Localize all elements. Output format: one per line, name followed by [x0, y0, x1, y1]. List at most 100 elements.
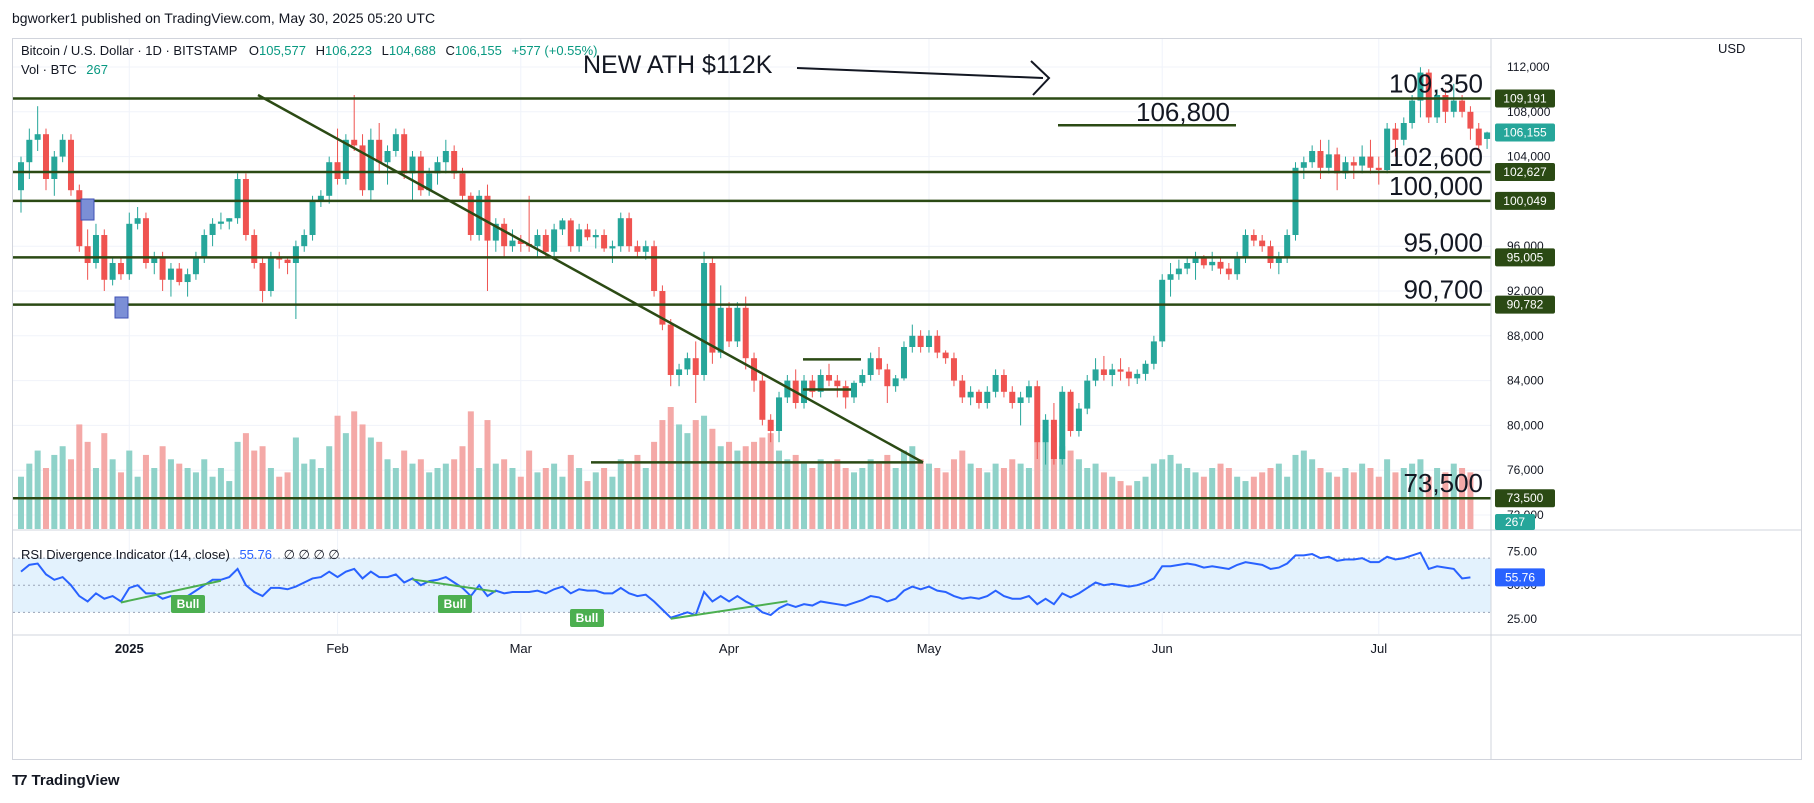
volume-bar — [884, 454, 891, 529]
candle-body — [1092, 369, 1099, 381]
candle-body — [1350, 162, 1357, 166]
candle-body — [609, 246, 616, 249]
rsi-legend-label: RSI Divergence Indicator (14, close) — [21, 547, 230, 562]
volume-bar — [284, 472, 291, 529]
candle-body — [1425, 72, 1432, 118]
candle-body — [826, 375, 833, 381]
vol-label: Vol · BTC — [21, 62, 77, 77]
volume-bar — [1150, 463, 1157, 529]
volume-bar — [1125, 485, 1132, 529]
volume-bar — [451, 459, 458, 529]
candle-body — [1142, 363, 1149, 374]
chart-frame: 109,350 102,600 100,000 95,000 90,700 73,500 1… — [12, 38, 1802, 760]
legend-open: 105,577 — [259, 43, 306, 58]
rsi-legend-value: 55.76 — [239, 547, 272, 562]
volume-bar — [1050, 437, 1057, 529]
candle-body — [484, 195, 491, 241]
volume-bar — [1275, 463, 1282, 529]
candle-body — [742, 307, 749, 359]
candle-body — [617, 218, 624, 247]
volume-bar — [251, 450, 258, 529]
price-tag — [1495, 89, 1555, 108]
volume-bar — [651, 441, 658, 529]
rsi-band — [13, 557, 1491, 613]
candle-body — [1309, 151, 1316, 163]
volume-bar — [326, 446, 333, 529]
volume-bar — [617, 459, 624, 529]
candle-body — [1134, 373, 1141, 379]
volume-bar — [376, 441, 383, 529]
volume-bar — [742, 446, 749, 529]
candle-body — [1434, 95, 1441, 118]
volume-bar — [534, 472, 541, 529]
candle-body — [18, 162, 24, 191]
ath-annotation: NEW ATH $112K — [583, 51, 773, 79]
candle-body — [176, 268, 183, 283]
candle-body — [925, 335, 932, 347]
volume-bar — [459, 446, 466, 529]
candle-body — [817, 375, 824, 392]
candle-body — [92, 235, 99, 263]
level-label: 100,000 — [1389, 171, 1483, 201]
volume-bar — [401, 450, 408, 529]
candle-body — [692, 358, 699, 375]
volume-bar — [559, 476, 566, 529]
volume-bar — [667, 407, 674, 529]
volume-bar — [709, 428, 716, 529]
currency-label[interactable]: USD — [1718, 41, 1745, 56]
volume-bar — [1284, 476, 1291, 529]
candle-body — [234, 179, 241, 219]
candle-body — [1175, 268, 1182, 275]
descending-trendline — [257, 93, 924, 464]
candle-body — [301, 235, 308, 247]
rsi-tag — [1495, 568, 1545, 587]
candle-body — [851, 382, 857, 398]
volume-bar — [551, 463, 558, 529]
candle-body — [1084, 380, 1091, 409]
price-tag — [1495, 191, 1555, 210]
candle-body — [1359, 156, 1366, 166]
candle-body — [776, 397, 783, 431]
bull-tag — [438, 595, 472, 613]
legend-low: 104,688 — [389, 43, 436, 58]
candle-body — [634, 246, 641, 252]
candle-body — [967, 391, 974, 398]
x-tick-label: 2025 — [115, 641, 144, 656]
candle-body — [784, 380, 791, 398]
rsi-tick-label: 25.00 — [1507, 612, 1537, 626]
volume-bar — [1259, 472, 1266, 529]
candle-body — [476, 195, 483, 235]
volume-bar — [1359, 463, 1366, 529]
rsi-tag-label: 55.76 — [1505, 570, 1535, 584]
candle-body — [701, 263, 708, 375]
level-label: 109,350 — [1389, 68, 1483, 98]
volume-bar — [634, 454, 641, 529]
volume-bar — [134, 476, 141, 529]
candle-body — [1042, 419, 1049, 443]
divergence-line — [412, 578, 496, 593]
price-tag — [1495, 123, 1555, 142]
volume-bar — [917, 459, 924, 529]
level-label: 102,600 — [1389, 142, 1483, 172]
volume-bar — [442, 463, 449, 529]
footer-brand[interactable]: T7 TradingView — [12, 772, 120, 789]
candle-body — [67, 139, 74, 191]
candle-body — [151, 257, 158, 263]
volume-bar — [492, 463, 499, 529]
volume-bar — [692, 420, 699, 529]
candle-body — [1484, 132, 1491, 139]
candle-body — [426, 173, 433, 191]
volume-bar — [1242, 481, 1249, 529]
candle-body — [1317, 151, 1324, 168]
candle-body — [717, 307, 724, 353]
candle-body — [317, 195, 324, 202]
resistance-label: 106,800 — [1136, 97, 1230, 127]
volume-bar — [1309, 459, 1316, 529]
volume-bar — [925, 463, 932, 529]
volume-bar — [734, 450, 741, 529]
candle-body — [184, 274, 191, 283]
candle-body — [1209, 261, 1216, 266]
candle-body — [1450, 100, 1457, 112]
